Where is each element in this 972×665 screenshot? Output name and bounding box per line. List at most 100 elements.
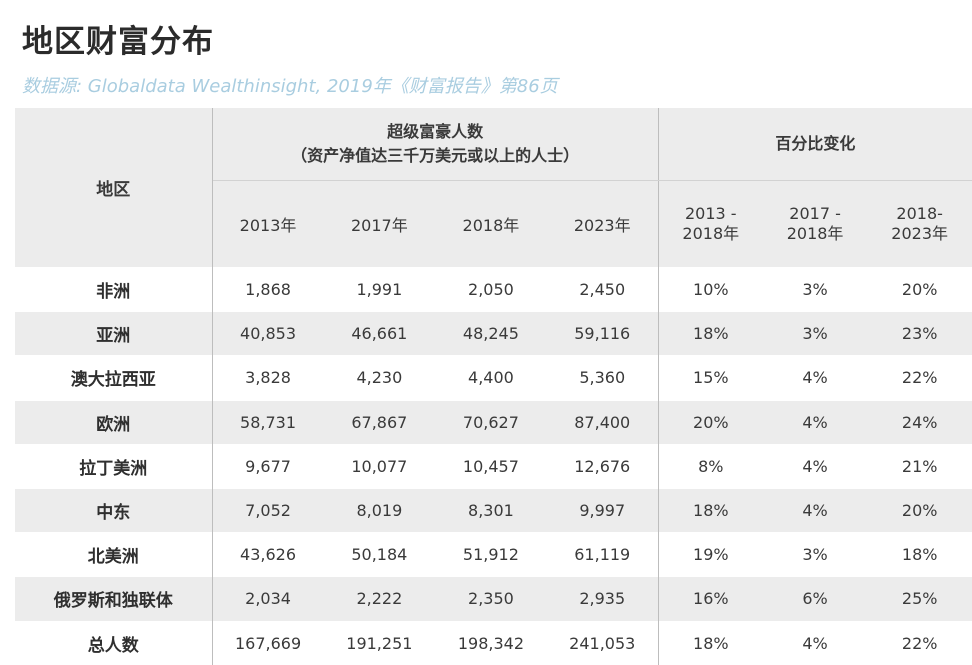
period-header: 2018- 2023年: [867, 180, 972, 268]
percent-change-cell: 3%: [762, 532, 868, 577]
ultra-rich-count-header: 超级富豪人数 （资产净值达三千万美元或以上的人士）: [212, 108, 659, 181]
period-header-start: 2017 -: [789, 204, 841, 223]
period-header: 2017 - 2018年: [762, 180, 868, 268]
region-cell: 俄罗斯和独联体: [15, 576, 213, 621]
percent-change-cell: 25%: [867, 576, 972, 621]
year-header: 2013年: [212, 180, 324, 268]
percent-change-cell: 22%: [867, 355, 972, 401]
percent-change-cell: 16%: [658, 576, 763, 621]
count-cell: 46,661: [323, 311, 436, 356]
count-cell: 191,251: [323, 620, 436, 665]
ultra-rich-count-title: 超级富豪人数: [387, 122, 484, 141]
percent-change-cell: 23%: [867, 311, 972, 356]
table-row: 非洲 1,868 1,991 2,050 2,450 10% 3% 20%: [15, 266, 972, 312]
count-cell: 59,116: [546, 311, 659, 356]
region-cell: 非洲: [15, 266, 213, 312]
percent-change-cell: 19%: [658, 532, 763, 577]
percent-change-cell: 3%: [762, 266, 868, 312]
region-cell: 总人数: [15, 620, 213, 665]
table-row: 中东 7,052 8,019 8,301 9,997 18% 4% 20%: [15, 487, 972, 533]
percent-change-cell: 4%: [762, 487, 868, 533]
year-header: 2017年: [323, 180, 436, 268]
percent-change-cell: 18%: [658, 487, 763, 533]
table-row: 欧洲 58,731 67,867 70,627 87,400 20% 4% 24%: [15, 399, 972, 445]
source-note: 数据源: Globaldata Wealthinsight, 2019年《财富报…: [22, 76, 558, 97]
count-cell: 198,342: [435, 620, 547, 665]
period-header-end: 2023年: [891, 224, 949, 243]
table-row: 总人数 167,669 191,251 198,342 241,053 18% 4% 22%: [15, 620, 972, 665]
count-cell: 43,626: [212, 532, 324, 577]
count-cell: 10,457: [435, 443, 547, 489]
count-cell: 87,400: [546, 399, 659, 445]
count-cell: 7,052: [212, 487, 324, 533]
count-cell: 2,222: [323, 576, 436, 621]
count-cell: 9,677: [212, 443, 324, 489]
count-cell: 61,119: [546, 532, 659, 577]
count-cell: 4,230: [323, 355, 436, 401]
table-row: 俄罗斯和独联体 2,034 2,222 2,350 2,935 16% 6% 25%: [15, 576, 972, 621]
percent-change-cell: 20%: [658, 399, 763, 445]
percent-change-cell: 10%: [658, 266, 763, 312]
percent-change-cell: 8%: [658, 443, 763, 489]
region-cell: 欧洲: [15, 399, 213, 445]
percent-change-cell: 18%: [658, 311, 763, 356]
table-row: 澳大拉西亚 3,828 4,230 4,400 5,360 15% 4% 22%: [15, 355, 972, 401]
percent-change-cell: 18%: [867, 532, 972, 577]
count-cell: 48,245: [435, 311, 547, 356]
percent-change-cell: 20%: [867, 266, 972, 312]
count-cell: 1,868: [212, 266, 324, 312]
period-header: 2013 - 2018年: [658, 180, 763, 268]
period-header-start: 2013 -: [685, 204, 737, 223]
count-cell: 67,867: [323, 399, 436, 445]
page-title: 地区财富分布: [22, 24, 214, 60]
count-cell: 9,997: [546, 487, 659, 533]
region-cell: 北美洲: [15, 532, 213, 577]
period-header-end: 2018年: [786, 224, 844, 243]
percent-change-cell: 20%: [867, 487, 972, 533]
table-row: 亚洲 40,853 46,661 48,245 59,116 18% 3% 23%: [15, 311, 972, 356]
count-cell: 51,912: [435, 532, 547, 577]
count-cell: 3,828: [212, 355, 324, 401]
count-cell: 8,301: [435, 487, 547, 533]
percent-change-cell: 4%: [762, 443, 868, 489]
percent-change-header: 百分比变化: [658, 108, 972, 181]
period-header-start: 2018-: [896, 204, 943, 223]
percent-change-cell: 3%: [762, 311, 868, 356]
region-cell: 亚洲: [15, 311, 213, 356]
percent-change-cell: 21%: [867, 443, 972, 489]
table-body: 非洲 1,868 1,991 2,050 2,450 10% 3% 20% 亚洲 40,853 46…: [15, 266, 972, 665]
count-cell: 2,935: [546, 576, 659, 621]
percent-change-cell: 6%: [762, 576, 868, 621]
count-cell: 50,184: [323, 532, 436, 577]
percent-change-cell: 24%: [867, 399, 972, 445]
table-row: 北美洲 43,626 50,184 51,912 61,119 19% 3% 18%: [15, 532, 972, 577]
percent-change-cell: 18%: [658, 620, 763, 665]
count-cell: 58,731: [212, 399, 324, 445]
year-header: 2018年: [435, 180, 547, 268]
count-cell: 40,853: [212, 311, 324, 356]
table-row: 拉丁美洲 9,677 10,077 10,457 12,676 8% 4% 21%: [15, 443, 972, 489]
region-cell: 澳大拉西亚: [15, 355, 213, 401]
percent-change-cell: 4%: [762, 620, 868, 665]
wealth-table: 地区 超级富豪人数 （资产净值达三千万美元或以上的人士） 百分比变化 2013年…: [15, 108, 972, 665]
count-cell: 4,400: [435, 355, 547, 401]
count-cell: 241,053: [546, 620, 659, 665]
count-cell: 2,350: [435, 576, 547, 621]
period-header-end: 2018年: [682, 224, 740, 243]
count-cell: 12,676: [546, 443, 659, 489]
ultra-rich-count-subtitle: （资产净值达三千万美元或以上的人士）: [291, 146, 580, 165]
count-cell: 2,050: [435, 266, 547, 312]
count-cell: 1,991: [323, 266, 436, 312]
region-cell: 中东: [15, 487, 213, 533]
percent-change-cell: 22%: [867, 620, 972, 665]
count-cell: 10,077: [323, 443, 436, 489]
count-cell: 167,669: [212, 620, 324, 665]
region-cell: 拉丁美洲: [15, 443, 213, 489]
count-cell: 8,019: [323, 487, 436, 533]
count-cell: 5,360: [546, 355, 659, 401]
region-column-header: 地区: [15, 108, 213, 268]
percent-change-cell: 15%: [658, 355, 763, 401]
count-cell: 2,450: [546, 266, 659, 312]
count-cell: 2,034: [212, 576, 324, 621]
year-header: 2023年: [546, 180, 659, 268]
